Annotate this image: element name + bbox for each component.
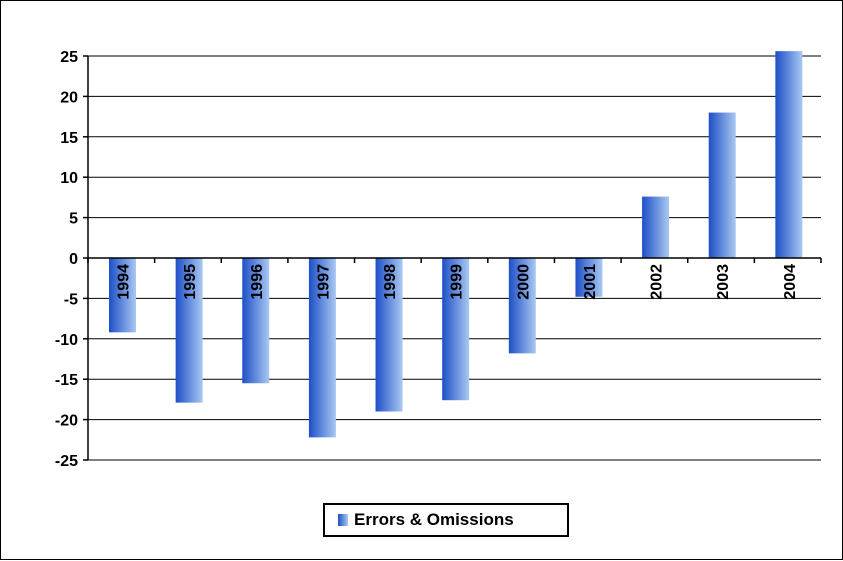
bar-2000	[508, 258, 536, 354]
y-tick-label: -5	[64, 291, 78, 308]
y-tick-label: -10	[55, 332, 78, 349]
legend-label: Errors & Omissions	[354, 510, 514, 529]
bar-1994	[109, 258, 136, 333]
category-label-2002: 2002	[649, 264, 666, 300]
bar-1996	[242, 258, 270, 384]
category-label-1996: 1996	[249, 264, 266, 300]
y-tick-label: 20	[60, 89, 78, 106]
bar-1995	[175, 258, 203, 403]
legend: Errors & Omissions	[323, 503, 569, 537]
y-tick-label: -25	[55, 453, 78, 470]
bar-2001	[575, 258, 603, 297]
category-label-1997: 1997	[315, 264, 332, 300]
category-label-1998: 1998	[382, 264, 399, 300]
bar-2003	[708, 112, 736, 258]
category-label-2001: 2001	[582, 264, 599, 300]
y-tick-label: 25	[60, 49, 78, 66]
category-label-2003: 2003	[715, 264, 732, 300]
bar-2004	[775, 51, 803, 258]
y-tick-label: 15	[60, 130, 78, 147]
category-label-2004: 2004	[782, 264, 799, 300]
y-tick-label: 10	[60, 170, 78, 187]
y-tick-label: 5	[69, 211, 78, 228]
bar-2002	[642, 196, 670, 258]
axes	[83, 55, 822, 461]
legend-swatch	[338, 514, 348, 526]
bar-1998	[375, 258, 403, 412]
bars	[109, 51, 803, 438]
bar-1997	[308, 258, 336, 438]
y-tick-label: -20	[55, 413, 78, 430]
y-tick-label: 0	[69, 251, 78, 268]
category-label-1995: 1995	[182, 264, 199, 300]
bar-1999	[442, 258, 470, 401]
category-labels: 1994 1995 1996 1997 1998 1999 2000 2001 2002 2003…	[116, 264, 799, 300]
category-label-1999: 1999	[449, 264, 466, 300]
category-label-1994: 1994	[116, 264, 133, 300]
category-label-2000: 2000	[515, 264, 532, 300]
y-tick-labels: 25 20 15 10 5 0 -5 -10 -15 -20 -25	[55, 49, 78, 470]
y-tick-label: -15	[55, 372, 78, 389]
